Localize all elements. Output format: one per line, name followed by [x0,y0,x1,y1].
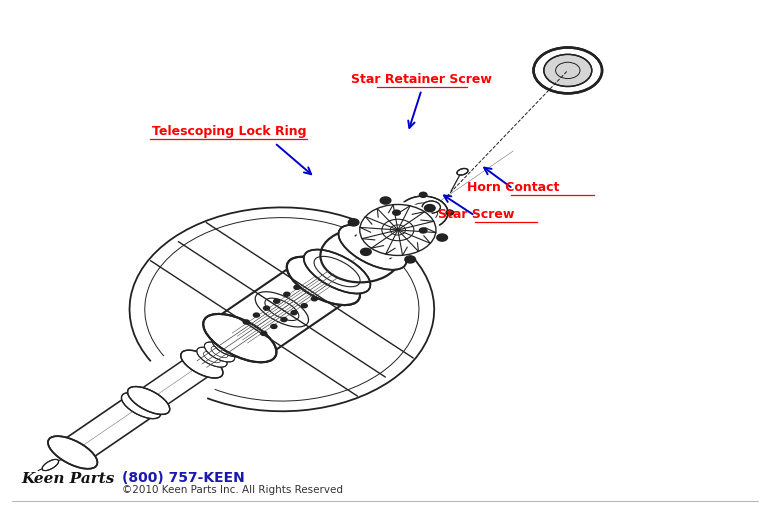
Text: (800) 757-KEEN: (800) 757-KEEN [122,471,245,485]
Ellipse shape [398,196,448,229]
Circle shape [311,297,317,301]
Ellipse shape [286,257,360,305]
Circle shape [405,256,416,263]
Circle shape [291,311,297,314]
Circle shape [281,318,287,322]
Ellipse shape [394,205,435,232]
Circle shape [424,205,435,212]
Ellipse shape [339,225,407,270]
Ellipse shape [356,202,440,258]
Text: Keen Parts: Keen Parts [21,472,114,486]
Circle shape [271,324,277,328]
Ellipse shape [303,250,370,294]
Circle shape [263,306,270,310]
Text: Star Screw: Star Screw [438,208,514,221]
Circle shape [380,197,391,204]
Circle shape [294,285,300,290]
Ellipse shape [544,54,592,87]
Circle shape [243,320,249,324]
Text: ©2010 Keen Parts Inc. All Rights Reserved: ©2010 Keen Parts Inc. All Rights Reserve… [122,485,343,495]
Circle shape [446,210,454,215]
Text: Star Retainer Screw: Star Retainer Screw [351,73,492,85]
Ellipse shape [422,201,440,213]
Ellipse shape [181,350,223,378]
Ellipse shape [42,459,59,471]
Ellipse shape [212,337,243,357]
Ellipse shape [129,387,169,413]
Ellipse shape [48,436,98,469]
Ellipse shape [122,393,161,419]
Circle shape [348,219,359,226]
Circle shape [284,292,290,296]
Circle shape [420,228,427,233]
Circle shape [420,192,427,197]
Ellipse shape [128,386,169,414]
Circle shape [261,332,266,336]
Circle shape [301,304,307,308]
Ellipse shape [457,168,468,175]
Ellipse shape [203,314,276,362]
Circle shape [273,299,280,303]
Text: Telescoping Lock Ring: Telescoping Lock Ring [152,125,306,138]
Ellipse shape [204,342,235,362]
Circle shape [393,210,400,215]
Ellipse shape [359,218,417,256]
Circle shape [437,234,447,241]
Ellipse shape [197,347,227,367]
Circle shape [253,313,259,317]
Circle shape [360,248,371,255]
Text: Horn Contact: Horn Contact [467,181,559,194]
Ellipse shape [534,48,602,93]
